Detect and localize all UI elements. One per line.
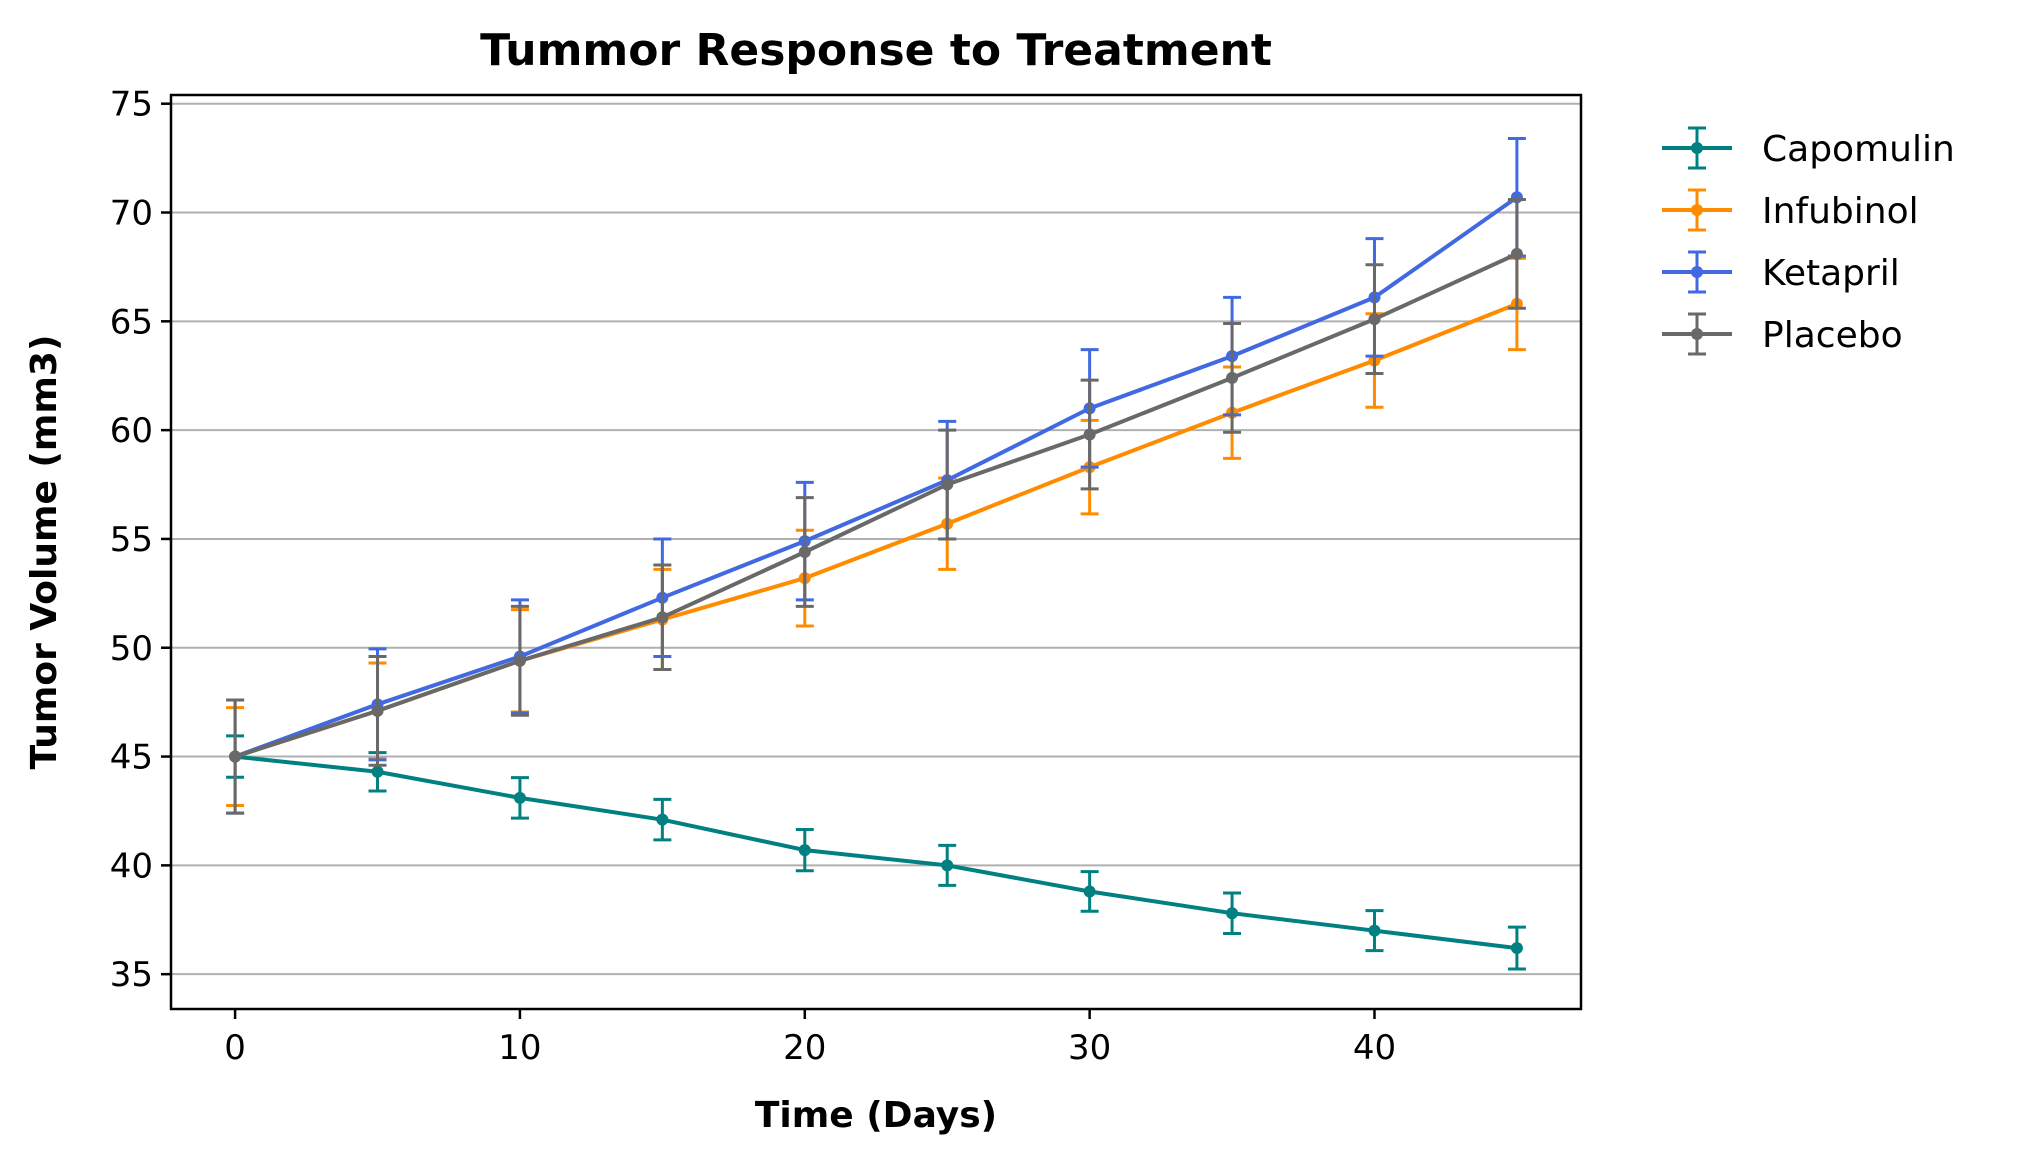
data-point (798, 546, 811, 558)
plot-frame (169, 93, 1583, 1011)
legend-marker (1691, 204, 1703, 216)
legend-marker (1691, 142, 1703, 154)
data-point (1510, 247, 1523, 260)
legend-item-capomulin: Capomulin (1662, 126, 1955, 170)
legend: Capomulin Infubinol Ketapril Placebo (1662, 126, 1955, 356)
data-point (229, 750, 242, 763)
y-tick-label: 40 (110, 846, 153, 886)
x-tick-label: 40 (1353, 1028, 1396, 1068)
legend-label: Placebo (1762, 315, 1903, 356)
data-point (656, 611, 669, 624)
data-point (1083, 428, 1096, 441)
x-tick-label: 20 (783, 1028, 826, 1068)
y-tick-label: 75 (110, 85, 153, 125)
y-tick-label: 50 (110, 629, 153, 669)
y-axis-label: Tumor Volume (mm3) (24, 335, 65, 770)
data-point (1226, 371, 1239, 384)
legend-label: Capomulin (1762, 129, 1955, 170)
legend-label: Ketapril (1762, 253, 1900, 294)
legend-item-ketapril: Ketapril (1662, 250, 1900, 294)
y-tick-label: 55 (110, 520, 153, 560)
data-point (941, 478, 954, 491)
y-tick-label: 60 (110, 411, 153, 451)
grid-lines (171, 102, 1581, 976)
data-point (798, 844, 811, 857)
series-line (234, 754, 1518, 951)
legend-label: Infubinol (1762, 191, 1919, 232)
series-line (234, 252, 1518, 759)
legend-marker (1691, 328, 1703, 340)
data-point (1083, 885, 1096, 898)
data-point (1510, 942, 1523, 955)
series-line (234, 195, 1519, 759)
x-tick-label: 30 (1068, 1028, 1111, 1068)
series-capomulin (226, 734, 1526, 971)
y-tick-label: 65 (110, 302, 153, 342)
x-tick-label: 10 (498, 1028, 541, 1068)
y-tick-label: 35 (110, 955, 153, 995)
data-point (513, 791, 526, 804)
series-placebo (226, 197, 1526, 815)
legend-item-placebo: Placebo (1662, 312, 1903, 356)
data-point (1368, 924, 1381, 937)
series-layer (226, 137, 1526, 971)
data-point (656, 813, 669, 826)
x-axis-label: Time (Days) (755, 1095, 997, 1136)
data-point (513, 654, 526, 667)
legend-marker (1691, 266, 1703, 278)
y-tick-label: 70 (110, 194, 153, 234)
chart-title: Tummor Response to Treatment (480, 25, 1272, 76)
y-tick-label: 45 (110, 738, 153, 778)
data-point (371, 765, 384, 778)
x-tick-label: 0 (224, 1028, 246, 1068)
data-point (371, 704, 384, 717)
data-point (1226, 907, 1239, 920)
data-point (1368, 313, 1381, 326)
legend-item-infubinol: Infubinol (1662, 188, 1919, 232)
data-point (941, 859, 954, 872)
axis-ticks: 35 40 45 50 55 60 65 70 75 0 10 20 30 40 (110, 85, 1396, 1068)
